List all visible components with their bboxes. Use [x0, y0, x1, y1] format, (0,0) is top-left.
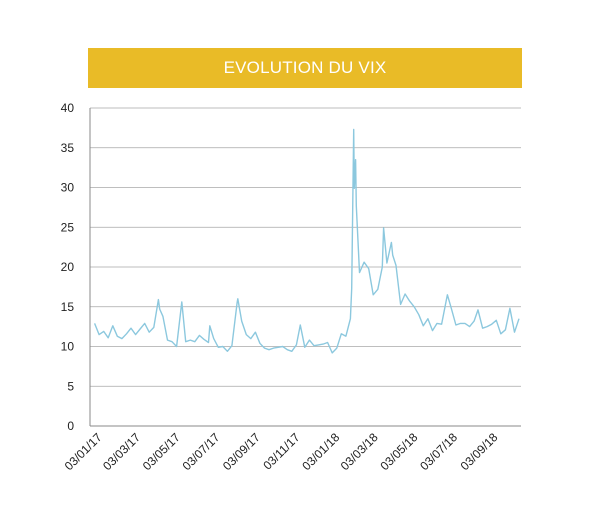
y-tick-label: 35 — [61, 141, 75, 155]
x-tick-label: 03/09/18 — [458, 430, 501, 473]
x-tick-label: 03/05/17 — [140, 430, 183, 473]
x-tick-label: 03/07/17 — [180, 430, 223, 473]
y-tick-labels: 0 5 10 15 20 25 30 35 40 — [61, 101, 75, 433]
x-tick-label: 03/05/18 — [378, 430, 421, 473]
y-tick-label: 30 — [61, 181, 75, 195]
x-tick-label: 03/01/17 — [62, 430, 105, 473]
y-tick-label: 25 — [61, 220, 75, 234]
x-tick-label: 03/03/18 — [338, 430, 381, 473]
x-tick-label: 03/03/17 — [100, 430, 143, 473]
x-tick-label: 03/07/18 — [417, 430, 460, 473]
x-tick-labels: 03/01/1703/03/1703/05/1703/07/1703/09/17… — [62, 430, 501, 473]
x-tick-label: 03/09/17 — [220, 430, 263, 473]
vix-series-line — [95, 130, 519, 353]
y-tick-label: 15 — [61, 300, 75, 314]
gridlines — [90, 108, 521, 386]
y-tick-label: 10 — [61, 340, 75, 354]
x-tick-label: 03/01/18 — [299, 430, 342, 473]
y-tick-label: 40 — [61, 101, 75, 115]
y-tick-label: 20 — [61, 260, 75, 274]
x-tick-label: 03/11/17 — [260, 430, 303, 473]
vix-line-chart: 0510152025303540 03/01/1703/03/1703/05/1… — [0, 0, 600, 510]
y-tick-label: 0 — [67, 419, 74, 433]
y-tick-label: 5 — [67, 379, 74, 393]
